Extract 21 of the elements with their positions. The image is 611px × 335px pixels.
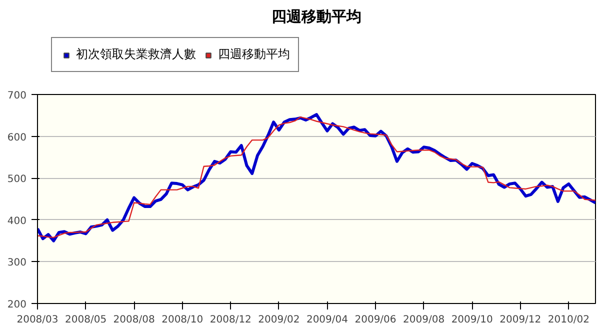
- x-tick-label: 2009/06: [354, 314, 396, 326]
- y-tick-label: 200: [7, 300, 27, 310]
- x-tick-label: 2008/10: [162, 314, 204, 326]
- x-tick-label: 2009/10: [451, 314, 493, 326]
- y-tick-label: 400: [7, 216, 27, 227]
- x-tick-label: 2009/08: [403, 314, 445, 326]
- x-tick-label: 2010/02: [548, 314, 590, 326]
- legend-label: 四週移動平均: [218, 46, 290, 63]
- y-tick-label: 500: [7, 174, 27, 186]
- y-tick-label: 300: [7, 258, 27, 269]
- x-tick-label: 2008/12: [210, 314, 252, 326]
- x-tick-label: 2009/04: [306, 314, 348, 326]
- chart-title: 四週移動平均: [272, 8, 362, 26]
- y-tick-label: 600: [7, 132, 27, 144]
- x-tick-label: 2008/05: [65, 314, 107, 326]
- x-tick-label: 2008/03: [16, 314, 58, 326]
- legend-label: 初次領取失業救濟人數: [76, 46, 196, 63]
- x-tick-label: 2009/12: [500, 314, 542, 326]
- y-tick-label: 700: [7, 90, 27, 102]
- x-tick-label: 2009/02: [258, 314, 300, 326]
- x-tick-label: 2008/08: [113, 314, 155, 326]
